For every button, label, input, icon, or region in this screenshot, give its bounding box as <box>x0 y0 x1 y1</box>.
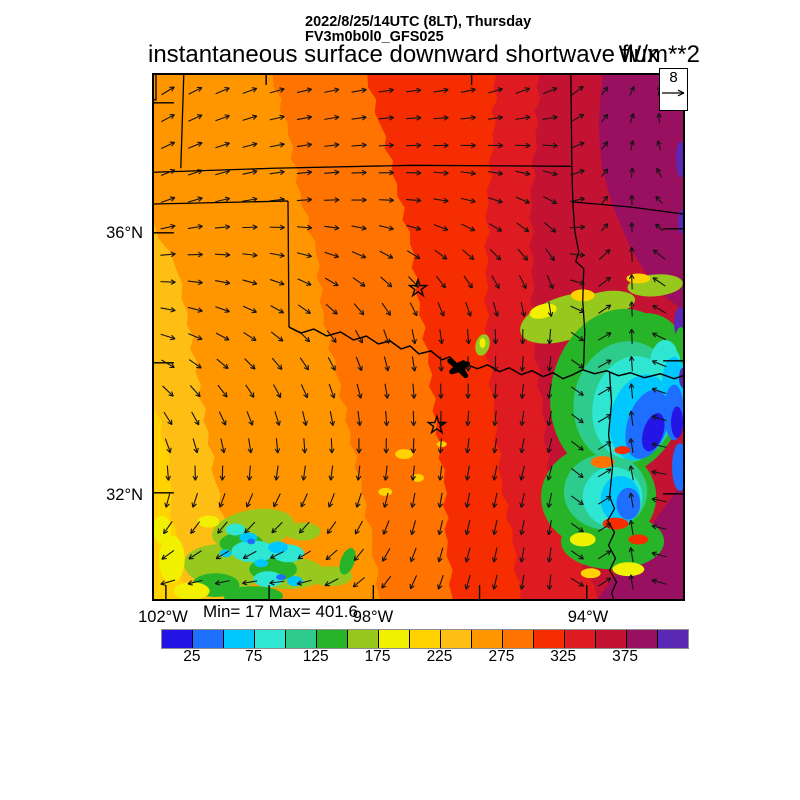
cloud-blob <box>580 568 601 579</box>
cloud-blob <box>628 534 649 545</box>
plot-title: instantaneous surface downward shortwave… <box>148 41 659 68</box>
weather-map-svg <box>154 75 683 599</box>
cloud-blob <box>671 406 683 439</box>
colorbar-tick-label: 175 <box>364 648 391 665</box>
cloud-blob <box>590 456 615 468</box>
colorbar-segment <box>316 630 347 648</box>
city-star-marker <box>426 414 448 435</box>
cloud-blob <box>436 441 447 448</box>
lon-tick-label: 94°W <box>567 608 609 626</box>
colorbar-segment <box>626 630 657 648</box>
state-border-line <box>154 75 157 101</box>
lat-tick-label-36n: 36°N <box>106 224 143 242</box>
cloud-blob <box>225 523 246 536</box>
cloud-blob <box>412 473 424 482</box>
colorbar-segment <box>564 630 595 648</box>
colorbar-segment <box>471 630 502 648</box>
cloud-blob <box>676 141 683 178</box>
datetime-header: 2022/8/25/14UTC (8LT), Thursday <box>305 14 532 30</box>
colorbar-segment <box>378 630 409 648</box>
colorbar-segment <box>223 630 254 648</box>
colorbar-segment <box>162 630 192 648</box>
colorbar-segment <box>409 630 440 648</box>
cloud-blob <box>197 515 220 528</box>
cloud-blob <box>616 487 641 520</box>
colorbar-segment <box>254 630 285 648</box>
cloud-blob <box>560 513 665 570</box>
colorbar-segment <box>440 630 471 648</box>
cloud-blob <box>395 449 414 460</box>
state-border-line <box>180 75 185 169</box>
model-name-header: FV3m0b0l0_GFS025 <box>305 29 444 45</box>
colorbar-segment <box>657 630 688 648</box>
colorbar <box>161 629 689 649</box>
lon-tick-label: 102°W <box>138 608 188 626</box>
colorbar-tick-label: 25 <box>183 648 201 665</box>
cloud-blob <box>268 541 288 554</box>
wind-reference-speed: 8 <box>669 69 678 86</box>
state-border-line <box>570 75 574 203</box>
cloud-blob <box>339 548 356 575</box>
colorbar-segment <box>595 630 626 648</box>
colorbar-tick-label: 75 <box>245 648 263 665</box>
lake-blob <box>447 358 471 379</box>
units-label: W/m**2 <box>618 41 700 68</box>
lat-tick-label-32n: 32°N <box>106 486 143 504</box>
colorbar-segment <box>192 630 223 648</box>
state-border-line <box>287 201 290 328</box>
cloud-blob <box>253 571 284 588</box>
weather-map <box>152 73 685 601</box>
flux-band <box>154 223 252 599</box>
cloud-blob <box>612 562 645 577</box>
cloud-blob <box>614 446 631 455</box>
city-star-marker <box>407 277 429 298</box>
min-max-stats: Min= 17 Max= 401.6 <box>203 602 358 621</box>
cloud-blob <box>672 443 683 491</box>
state-border-line <box>154 164 571 173</box>
cloud-blob <box>158 535 185 584</box>
colorbar-tick-label: 125 <box>302 648 329 665</box>
colorbar-tick-label: 375 <box>612 648 639 665</box>
flux-region <box>598 75 683 311</box>
river-line <box>288 326 683 380</box>
cloud-blob <box>231 540 276 563</box>
colorbar-tick-label: 275 <box>488 648 515 665</box>
cloud-blob <box>173 582 210 599</box>
cloud-blob <box>154 515 171 544</box>
cloud-blob <box>223 586 284 599</box>
cloud-blob <box>254 559 269 568</box>
state-border-line <box>606 372 618 599</box>
cloud-blob <box>378 487 393 496</box>
cloud-blob <box>678 209 683 234</box>
wind-arrows <box>160 85 667 590</box>
colorbar-segment <box>502 630 533 648</box>
colorbar-tick-labels: 25 75 125 175 225 275 325 375 <box>161 648 687 666</box>
cloud-blob <box>675 327 683 355</box>
cloud-blob <box>247 538 256 545</box>
cloud-blob <box>679 367 683 388</box>
cloud-blob <box>641 413 665 452</box>
cloud-blob <box>276 574 287 581</box>
state-border-line <box>572 201 586 370</box>
wind-reference-box: 8 <box>659 68 688 111</box>
cloud-blob <box>479 337 486 348</box>
colorbar-segment <box>285 630 316 648</box>
state-border-line <box>572 201 683 215</box>
colorbar-tick-label: 225 <box>426 648 453 665</box>
lon-tick-label: 98°W <box>352 608 394 626</box>
colorbar-tick-label: 325 <box>550 648 577 665</box>
colorbar-segment <box>347 630 378 648</box>
state-border-line <box>154 200 289 205</box>
colorbar-segment <box>533 630 564 648</box>
wind-reference-arrow-icon <box>662 89 685 97</box>
cloud-blob <box>569 532 596 547</box>
